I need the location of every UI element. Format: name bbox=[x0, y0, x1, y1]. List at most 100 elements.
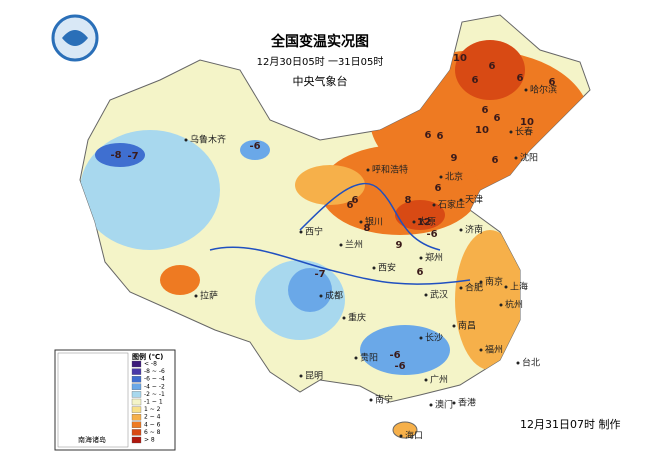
anomaly-value: 6 bbox=[482, 105, 489, 116]
city-label: 合肥 bbox=[465, 282, 483, 294]
city-dot bbox=[459, 228, 463, 232]
legend-swatch bbox=[131, 398, 142, 406]
legend-swatch bbox=[131, 421, 142, 428]
anomaly-value: 6 bbox=[417, 267, 424, 278]
city-dot bbox=[184, 138, 188, 142]
anomaly-value: 6 bbox=[494, 113, 501, 124]
city-dot bbox=[359, 220, 363, 224]
inset-map bbox=[57, 352, 129, 448]
hot-area bbox=[455, 40, 525, 100]
legend-swatch bbox=[131, 414, 142, 421]
city-dot bbox=[419, 256, 423, 260]
city-dot bbox=[399, 434, 403, 438]
city-label: 成都 bbox=[325, 290, 343, 302]
anomaly-value: 9 bbox=[451, 153, 458, 164]
city-dot bbox=[429, 403, 433, 407]
city-dot bbox=[369, 398, 373, 402]
city-dot bbox=[524, 88, 528, 92]
legend-swatch bbox=[131, 383, 142, 390]
city-label: 兰州 bbox=[345, 239, 363, 251]
anomaly-value: 8 bbox=[364, 223, 371, 234]
legend-title: 图例 (℃) bbox=[132, 352, 163, 361]
cold-area bbox=[95, 143, 145, 167]
legend-label: -1 ~ 1 bbox=[144, 399, 163, 406]
anomaly-value: -6 bbox=[426, 229, 437, 240]
legend-swatch bbox=[131, 376, 142, 383]
anomaly-value: 6 bbox=[352, 195, 359, 206]
city-label: 海口 bbox=[405, 430, 423, 442]
city-dot bbox=[499, 303, 503, 307]
city-dot bbox=[516, 361, 520, 365]
subtitle: 12月30日05时 一31日05时 bbox=[257, 56, 384, 68]
city-label: 郑州 bbox=[425, 252, 443, 264]
anomaly-value: -7 bbox=[314, 269, 325, 280]
cold-area bbox=[288, 268, 332, 312]
city-label: 重庆 bbox=[348, 312, 366, 324]
city-dot bbox=[439, 175, 443, 179]
city-dot bbox=[372, 266, 376, 270]
city-label: 西安 bbox=[378, 262, 396, 274]
city-dot bbox=[424, 293, 428, 297]
city-label: 杭州 bbox=[505, 299, 523, 311]
city-label: 上海 bbox=[510, 281, 528, 293]
city-label: 福州 bbox=[485, 344, 503, 356]
anomaly-value: 10 bbox=[475, 125, 489, 136]
city-dot bbox=[452, 324, 456, 328]
city-label: 长沙 bbox=[425, 332, 443, 344]
city-dot bbox=[479, 280, 483, 284]
city-dot bbox=[479, 348, 483, 352]
city-dot bbox=[424, 378, 428, 382]
anomaly-value: 6 bbox=[517, 73, 524, 84]
warm-area bbox=[160, 265, 200, 295]
city-dot bbox=[299, 374, 303, 378]
city-label: 广州 bbox=[430, 374, 448, 386]
title: 全国变温实况图 bbox=[270, 33, 369, 50]
legend-label: -8 ~ -6 bbox=[144, 368, 165, 375]
city-label: 香港 bbox=[458, 397, 476, 409]
legend-label: 2 ~ 4 bbox=[144, 414, 161, 421]
city-dot bbox=[194, 294, 198, 298]
legend-swatch bbox=[131, 368, 142, 375]
anomaly-value: 10 bbox=[453, 53, 467, 64]
city-dot bbox=[412, 220, 416, 224]
anomaly-value: 6 bbox=[437, 131, 444, 142]
legend-swatch bbox=[131, 429, 142, 436]
city-label: 哈尔滨 bbox=[530, 84, 557, 96]
city-dot bbox=[366, 168, 370, 172]
legend-swatch bbox=[131, 436, 142, 444]
hainan bbox=[392, 421, 418, 439]
river bbox=[209, 246, 471, 285]
city-dot bbox=[339, 243, 343, 247]
city-dot bbox=[432, 203, 436, 207]
city-dot bbox=[319, 294, 323, 298]
city-label: 南宁 bbox=[375, 394, 393, 406]
anomaly-value: 6 bbox=[347, 200, 354, 211]
anomaly-value: 6 bbox=[492, 155, 499, 166]
legend-label: -2 ~ -1 bbox=[144, 391, 165, 398]
anomaly-value: -8 bbox=[110, 150, 121, 161]
cold-area bbox=[360, 325, 450, 375]
city-label: 石家庄 bbox=[438, 199, 465, 211]
city-label: 拉萨 bbox=[200, 290, 218, 302]
city-dot bbox=[514, 156, 518, 160]
city-label: 天津 bbox=[465, 195, 483, 206]
cold-area bbox=[240, 140, 270, 160]
city-label: 北京 bbox=[445, 171, 463, 183]
city-label: 贵阳 bbox=[360, 352, 378, 364]
warm-area bbox=[295, 165, 365, 205]
city-label: 乌鲁木齐 bbox=[190, 134, 226, 146]
anomaly-value: -7 bbox=[127, 151, 138, 162]
legend-label: 6 ~ 8 bbox=[144, 429, 161, 436]
temperature-field bbox=[80, 40, 590, 375]
anomaly-value: 6 bbox=[549, 77, 556, 88]
city-label: 太原 bbox=[418, 216, 436, 228]
anomaly-value: -6 bbox=[389, 350, 400, 361]
agency: 中央气象台 bbox=[293, 74, 348, 88]
legend-swatch bbox=[131, 360, 142, 368]
city-label: 昆明 bbox=[305, 371, 323, 382]
city-dot bbox=[509, 130, 513, 134]
city-label: 西宁 bbox=[305, 226, 323, 238]
anomaly-value: 6 bbox=[489, 61, 496, 72]
city-label: 武汉 bbox=[430, 289, 448, 301]
